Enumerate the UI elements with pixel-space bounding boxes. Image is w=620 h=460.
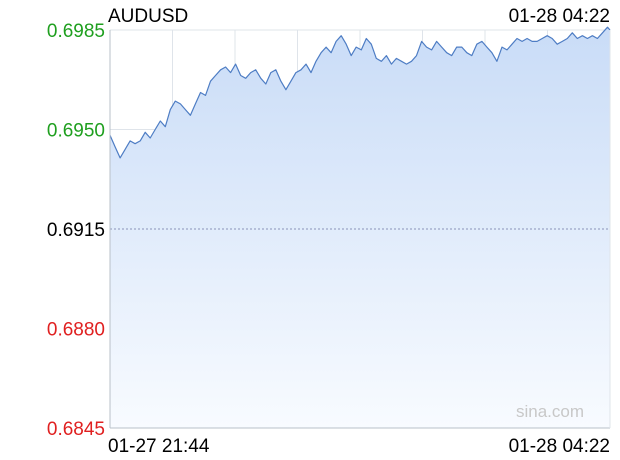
watermark: sina.com xyxy=(516,402,584,421)
y-tick-label: 0.6880 xyxy=(47,320,105,341)
price-series-line xyxy=(109,26,611,159)
y-tick-label: 0.6915 xyxy=(47,220,105,241)
y-tick-label: 0.6985 xyxy=(47,21,105,42)
x-tick-start: 01-27 21:44 xyxy=(108,436,210,457)
chart-timestamp: 01-28 04:22 xyxy=(509,6,610,27)
plot-frame xyxy=(109,30,611,429)
x-tick-end: 01-28 04:22 xyxy=(509,436,610,457)
price-area-fill xyxy=(110,27,610,428)
chart-title: AUDUSD xyxy=(108,6,188,27)
y-tick-label: 0.6845 xyxy=(47,419,105,440)
y-tick-label: 0.6950 xyxy=(47,121,105,142)
y-axis-tick-labels: 0.6985 0.6950 0.6915 0.6880 0.6845 xyxy=(47,21,105,440)
